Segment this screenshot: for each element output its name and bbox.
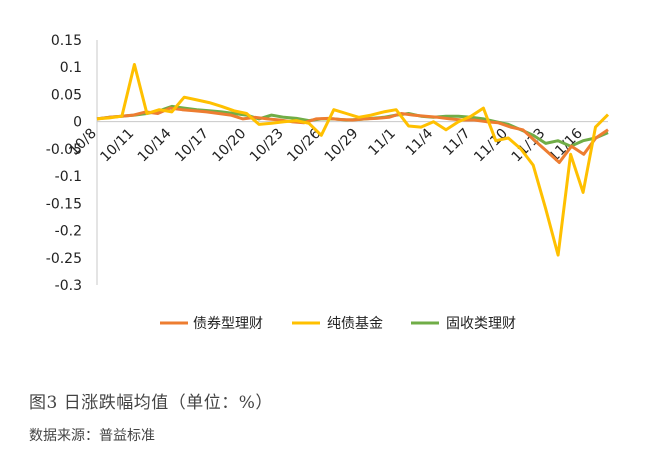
y-tick-label: 0 [73,115,82,131]
y-tick-labels: 0.15 0.1 0.05 0 -0.05 -0.1 -0.15 -0.2 -0.25 -0.3 [46,33,82,294]
x-tick-label: 10/17 [172,126,212,166]
x-tick-label: 10/20 [210,126,250,166]
legend-label-0: 债券型理财 [193,316,263,332]
y-tick-label: 0.05 [51,87,82,103]
y-tick-label: 0.1 [60,60,82,76]
y-tick-label: -0.2 [55,224,82,240]
y-tick-label: -0.05 [46,142,82,158]
figure-caption: 图3 日涨跌幅均值（单位：%） [29,393,273,413]
series-lines [96,63,610,257]
x-tick-label: 10/23 [247,126,287,166]
legend: 债券型理财 纯债基金 固收类理财 [160,315,516,332]
x-tick-label: 10/8 [66,126,100,160]
x-tick-label: 11/1 [365,126,399,160]
y-tick-label: -0.1 [55,169,82,185]
y-tick-label: 0.15 [51,33,82,49]
data-source-note: 数据来源：普益标准 [29,428,155,444]
legend-label-1: 纯债基金 [327,315,383,332]
y-tick-label: -0.25 [46,251,82,267]
x-tick-label: 11/4 [403,125,437,159]
x-tick-label: 10/14 [135,125,175,165]
x-tick-label: 10/29 [322,126,362,166]
series-line-1 [96,63,610,257]
x-tick-label: 10/11 [97,126,137,166]
y-tick-label: -0.3 [55,278,82,294]
series-line-0 [96,106,609,164]
legend-label-2: 固收类理财 [446,316,516,332]
y-tick-label: -0.15 [46,196,82,212]
